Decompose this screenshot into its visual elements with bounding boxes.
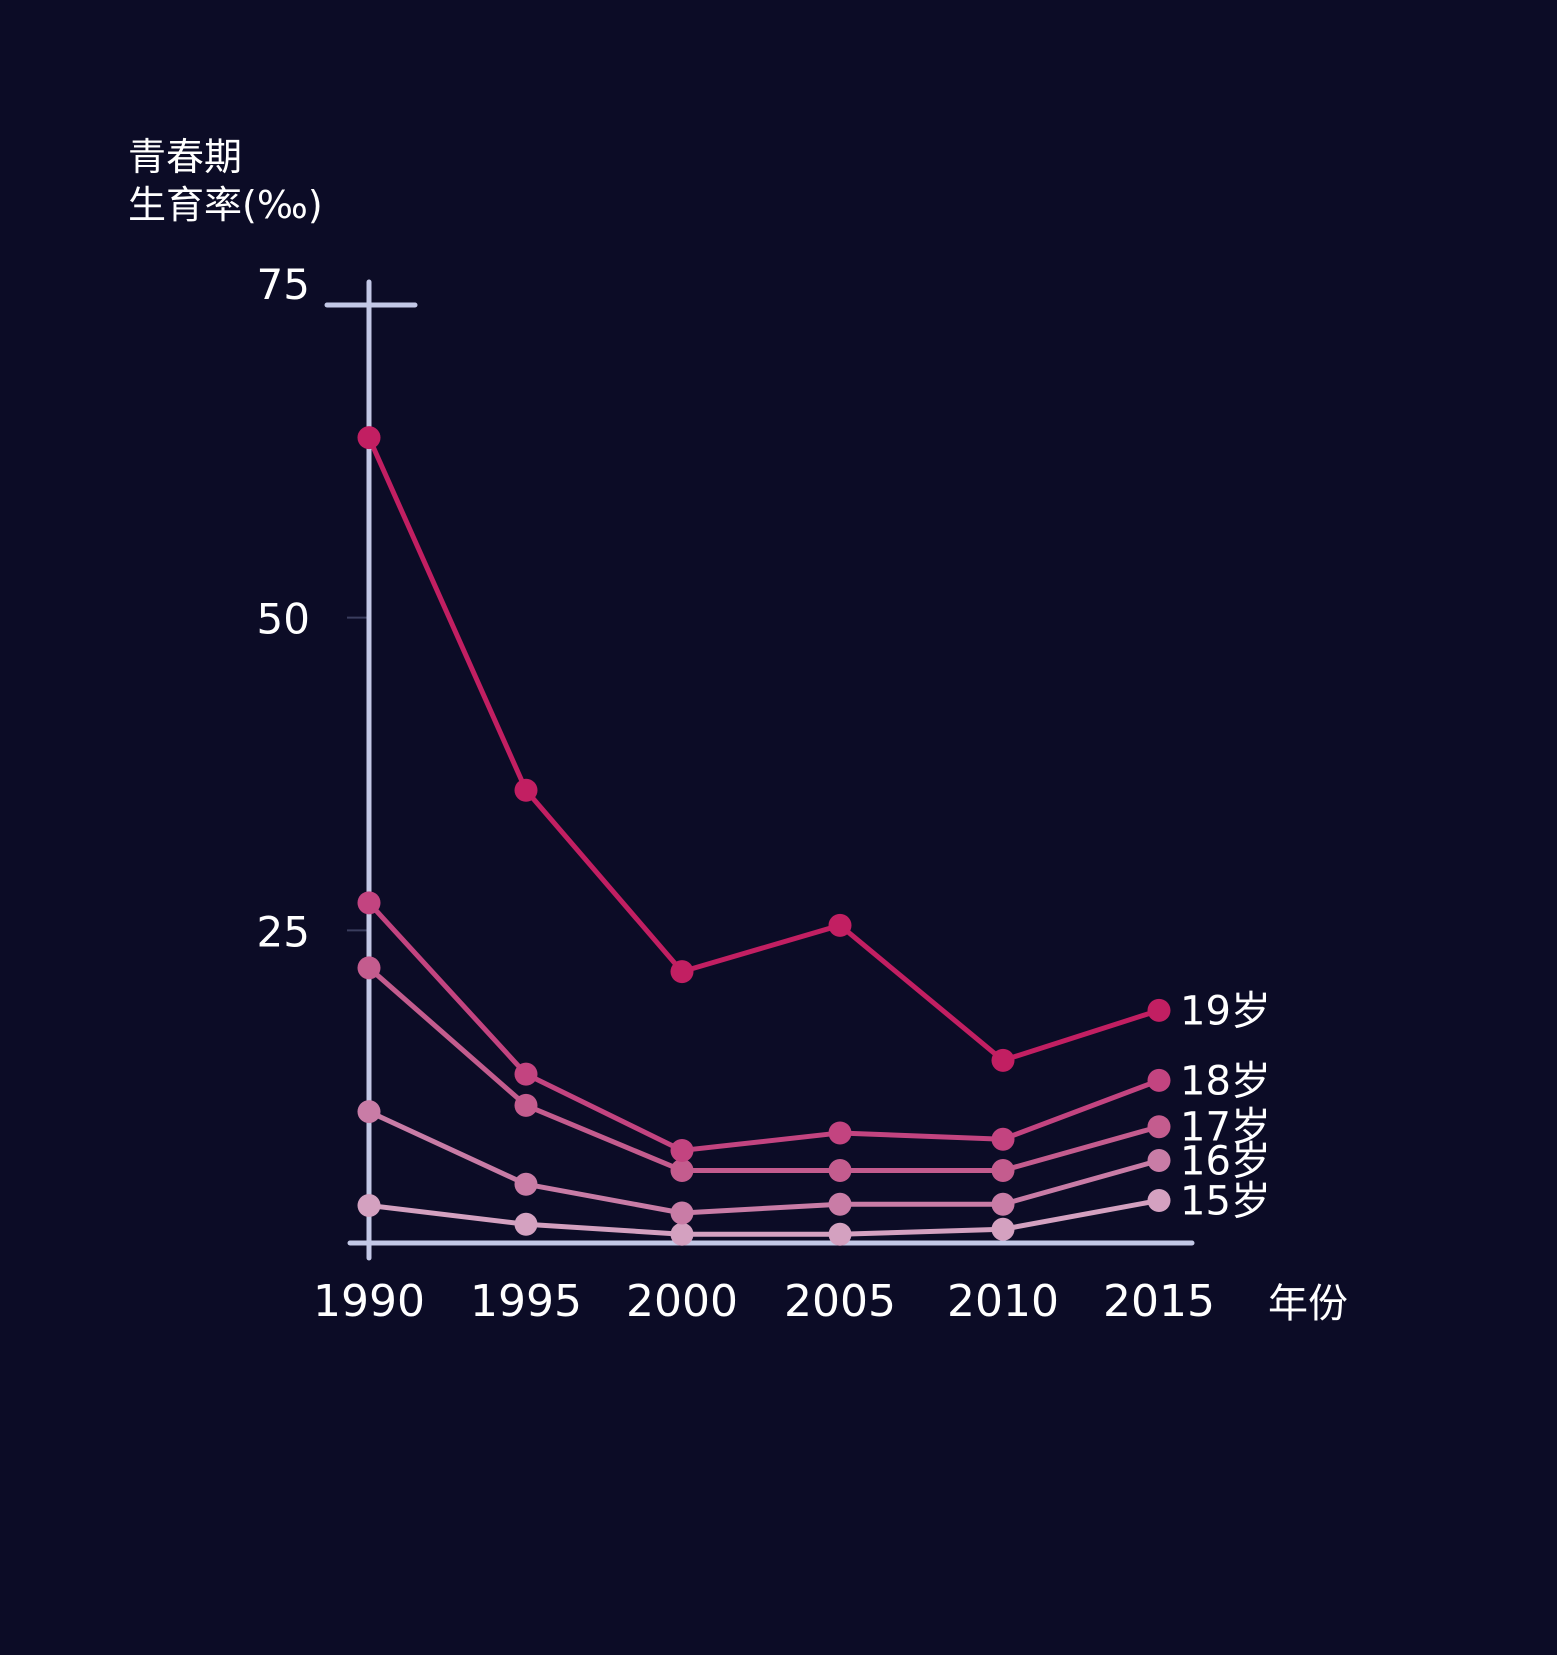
y-tick-label-50: 50 bbox=[257, 595, 310, 644]
data-point-19岁-2000 bbox=[670, 960, 694, 984]
data-point-15岁-1990 bbox=[357, 1193, 381, 1217]
x-tick-label-1990: 1990 bbox=[313, 1276, 425, 1327]
axes bbox=[324, 279, 1195, 1261]
data-point-18岁-2005 bbox=[828, 1121, 852, 1145]
data-point-19岁-2010 bbox=[991, 1048, 1015, 1072]
data-point-18岁-1995 bbox=[514, 1062, 538, 1086]
data-point-19岁-1990 bbox=[357, 426, 381, 450]
series-line-17岁 bbox=[366, 965, 1162, 1173]
data-point-16岁-1990 bbox=[357, 1100, 381, 1124]
x-tick-label-2010: 2010 bbox=[947, 1276, 1059, 1327]
data-point-17岁-1995 bbox=[514, 1093, 538, 1117]
data-point-18岁-2015 bbox=[1147, 1068, 1171, 1092]
x-tick-label-2015: 2015 bbox=[1103, 1276, 1215, 1327]
series-label-17岁: 17岁 bbox=[1180, 1105, 1271, 1151]
data-point-15岁-2005 bbox=[828, 1222, 852, 1246]
series-label-15岁: 15岁 bbox=[1180, 1178, 1271, 1224]
series-17岁: 17岁 bbox=[357, 956, 1271, 1182]
y-axis-title-line-1: 青春期 bbox=[128, 135, 242, 179]
series-15岁: 15岁 bbox=[357, 1178, 1271, 1246]
y-tick-label-75: 75 bbox=[257, 260, 310, 309]
data-point-16岁-2000 bbox=[670, 1201, 694, 1225]
x-tick-label-2005: 2005 bbox=[784, 1276, 896, 1327]
x-tick-label-2000: 2000 bbox=[626, 1276, 738, 1327]
series-18岁: 18岁 bbox=[357, 891, 1271, 1162]
data-point-16岁-2015 bbox=[1147, 1148, 1171, 1172]
data-point-17岁-1990 bbox=[357, 956, 381, 980]
series-line-15岁 bbox=[366, 1197, 1162, 1237]
y-axis-title-line-2: 生育率(‰) bbox=[128, 183, 323, 227]
data-point-15岁-2015 bbox=[1147, 1188, 1171, 1212]
x-tick-label-1995: 1995 bbox=[470, 1276, 582, 1327]
data-point-16岁-2005 bbox=[828, 1192, 852, 1216]
data-point-18岁-2000 bbox=[670, 1138, 694, 1162]
y-tick-marks bbox=[347, 616, 369, 932]
data-point-19岁-2005 bbox=[828, 913, 852, 937]
series-line-19岁 bbox=[366, 435, 1162, 1063]
x-axis-title: 年份 bbox=[1268, 1281, 1348, 1327]
data-point-19岁-2015 bbox=[1147, 998, 1171, 1022]
data-point-18岁-1990 bbox=[357, 891, 381, 915]
series-line-16岁 bbox=[366, 1109, 1162, 1216]
data-point-17岁-2005 bbox=[828, 1158, 852, 1182]
data-point-15岁-2000 bbox=[670, 1222, 694, 1246]
series-line-18岁 bbox=[366, 900, 1162, 1153]
data-point-15岁-1995 bbox=[514, 1212, 538, 1236]
series-label-18岁: 18岁 bbox=[1180, 1058, 1271, 1104]
series-label-19岁: 19岁 bbox=[1180, 988, 1271, 1034]
series-19岁: 19岁 bbox=[357, 426, 1271, 1072]
data-point-19岁-1995 bbox=[514, 778, 538, 802]
data-point-17岁-2000 bbox=[670, 1158, 694, 1182]
data-point-17岁-2010 bbox=[991, 1158, 1015, 1182]
data-point-15岁-2010 bbox=[991, 1217, 1015, 1241]
data-point-16岁-2010 bbox=[991, 1192, 1015, 1216]
data-point-18岁-2010 bbox=[991, 1127, 1015, 1151]
data-point-16岁-1995 bbox=[514, 1172, 538, 1196]
data-point-17岁-2015 bbox=[1147, 1115, 1171, 1139]
y-tick-label-25: 25 bbox=[257, 907, 310, 956]
tick-labels: 1990 1995 2000 2005 2010 2015 25 50 75 bbox=[257, 260, 1215, 1327]
series-label-16岁: 16岁 bbox=[1180, 1138, 1271, 1184]
series-16岁: 16岁 bbox=[357, 1100, 1271, 1225]
